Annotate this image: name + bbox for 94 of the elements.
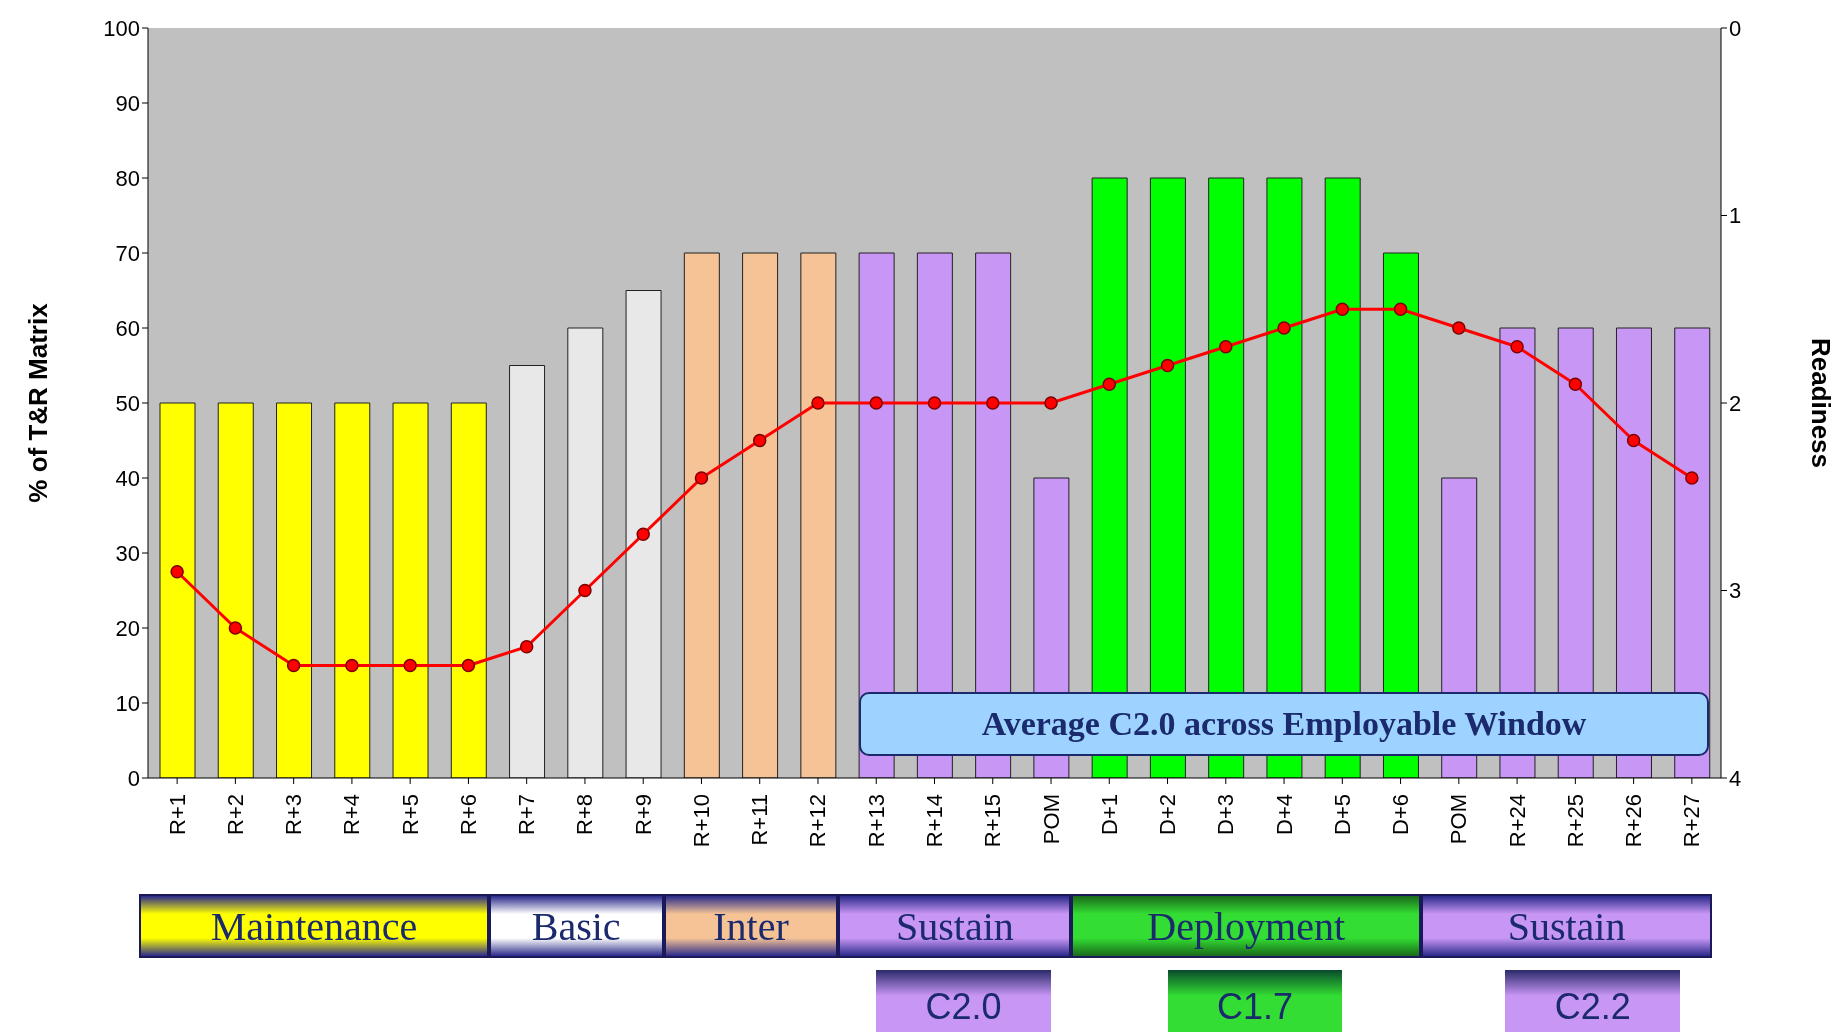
- x-tick-label: R+9: [630, 794, 656, 835]
- text: C1.7: [1167, 970, 1343, 1032]
- x-tick-label: R+12: [805, 794, 831, 848]
- point: [1160, 358, 1175, 373]
- x-tick-label: R+5: [397, 794, 423, 835]
- text: C2.2: [1505, 970, 1681, 1032]
- point: [927, 396, 942, 410]
- y2-axis-title: Readiness: [1805, 337, 1836, 469]
- bar: [334, 402, 371, 778]
- point: [694, 471, 709, 485]
- bar: [276, 402, 313, 778]
- x-tick-label: R+14: [922, 794, 947, 848]
- text: Maintenance: [139, 894, 489, 958]
- y2-tick-label: 0: [1729, 15, 1742, 41]
- text: Inter: [663, 894, 839, 958]
- y2-tick-label: 1: [1729, 203, 1742, 229]
- x-tick-label: R+4: [339, 794, 365, 835]
- x-tick-label: R+26: [1621, 794, 1647, 848]
- text: Deployment: [1071, 894, 1421, 958]
- bar: [509, 365, 546, 778]
- bar: [625, 290, 662, 778]
- y-tick-label: 0: [127, 765, 140, 791]
- y2-tick-label: 4: [1729, 765, 1742, 791]
- point: [1393, 302, 1408, 316]
- x-tick-label: R+27: [1679, 794, 1705, 848]
- point: [1219, 340, 1233, 354]
- point: [578, 583, 592, 598]
- y-tick-label: 20: [115, 615, 140, 641]
- y-tick-label: 90: [115, 90, 140, 116]
- point: [345, 658, 359, 673]
- point: [461, 658, 476, 673]
- bar: [392, 402, 429, 778]
- point: [986, 396, 1000, 410]
- x-tick-label: R+8: [572, 794, 598, 835]
- x-tick-label: R+15: [980, 794, 1006, 848]
- y-tick-label: 80: [115, 165, 140, 191]
- point: [1277, 321, 1291, 335]
- y-tick-label: 60: [115, 315, 140, 341]
- y-tick-label: 30: [115, 540, 140, 566]
- bar: [683, 252, 720, 778]
- y-tick-label: 70: [115, 240, 140, 266]
- bar: [217, 402, 254, 778]
- y-tick-label: 40: [115, 465, 140, 491]
- text: Sustain: [838, 894, 1072, 958]
- point: [811, 396, 825, 410]
- point: [1685, 471, 1699, 485]
- y2-tick-label: 2: [1729, 390, 1742, 416]
- point: [1452, 321, 1466, 335]
- bar: [159, 402, 196, 778]
- x-tick-label: R+6: [455, 794, 481, 835]
- x-tick-label: R+7: [514, 794, 540, 835]
- x-tick-label: R+10: [688, 794, 714, 848]
- x-tick-label: POM: [1038, 794, 1064, 845]
- text: Basic: [488, 894, 664, 958]
- bar: [742, 252, 779, 778]
- point: [170, 565, 184, 579]
- point: [1568, 377, 1583, 391]
- point: [869, 396, 883, 410]
- point: [1335, 302, 1350, 316]
- x-tick-label: D+3: [1213, 794, 1239, 835]
- point: [286, 658, 301, 673]
- bar: [567, 327, 604, 778]
- x-tick-label: R+13: [863, 794, 889, 848]
- bar: [800, 252, 837, 778]
- point: [1102, 377, 1117, 391]
- point: [1510, 340, 1524, 354]
- point: [519, 640, 534, 654]
- point: [636, 527, 650, 541]
- x-tick-label: R+11: [747, 794, 773, 846]
- x-tick-label: R+3: [281, 794, 307, 835]
- x-tick-label: D+1: [1096, 794, 1122, 835]
- y-axis-title: % of T&R Matrix: [23, 302, 54, 503]
- x-tick-label: POM: [1446, 794, 1472, 845]
- point: [403, 658, 417, 673]
- y2-tick-label: 3: [1729, 578, 1742, 604]
- callout-box: Average C2.0 across Employable Window: [858, 691, 1710, 756]
- point: [228, 621, 243, 635]
- x-tick-label: D+2: [1155, 794, 1181, 835]
- bar: [450, 402, 487, 778]
- point: [752, 433, 767, 448]
- x-tick-label: R+24: [1504, 794, 1530, 848]
- point: [1044, 396, 1058, 410]
- x-tick-label: R+25: [1562, 794, 1588, 848]
- x-tick-label: R+1: [164, 794, 190, 835]
- point: [1626, 433, 1641, 448]
- text: Sustain: [1420, 894, 1713, 958]
- x-tick-label: D+6: [1388, 794, 1414, 835]
- y-tick-label: 50: [115, 390, 140, 416]
- x-tick-label: D+4: [1271, 794, 1297, 835]
- x-tick-label: R+2: [222, 794, 248, 835]
- text: C2.0: [876, 970, 1051, 1032]
- y-tick-label: 100: [103, 15, 140, 41]
- y-tick-label: 10: [115, 690, 140, 716]
- x-tick-label: D+5: [1329, 794, 1355, 835]
